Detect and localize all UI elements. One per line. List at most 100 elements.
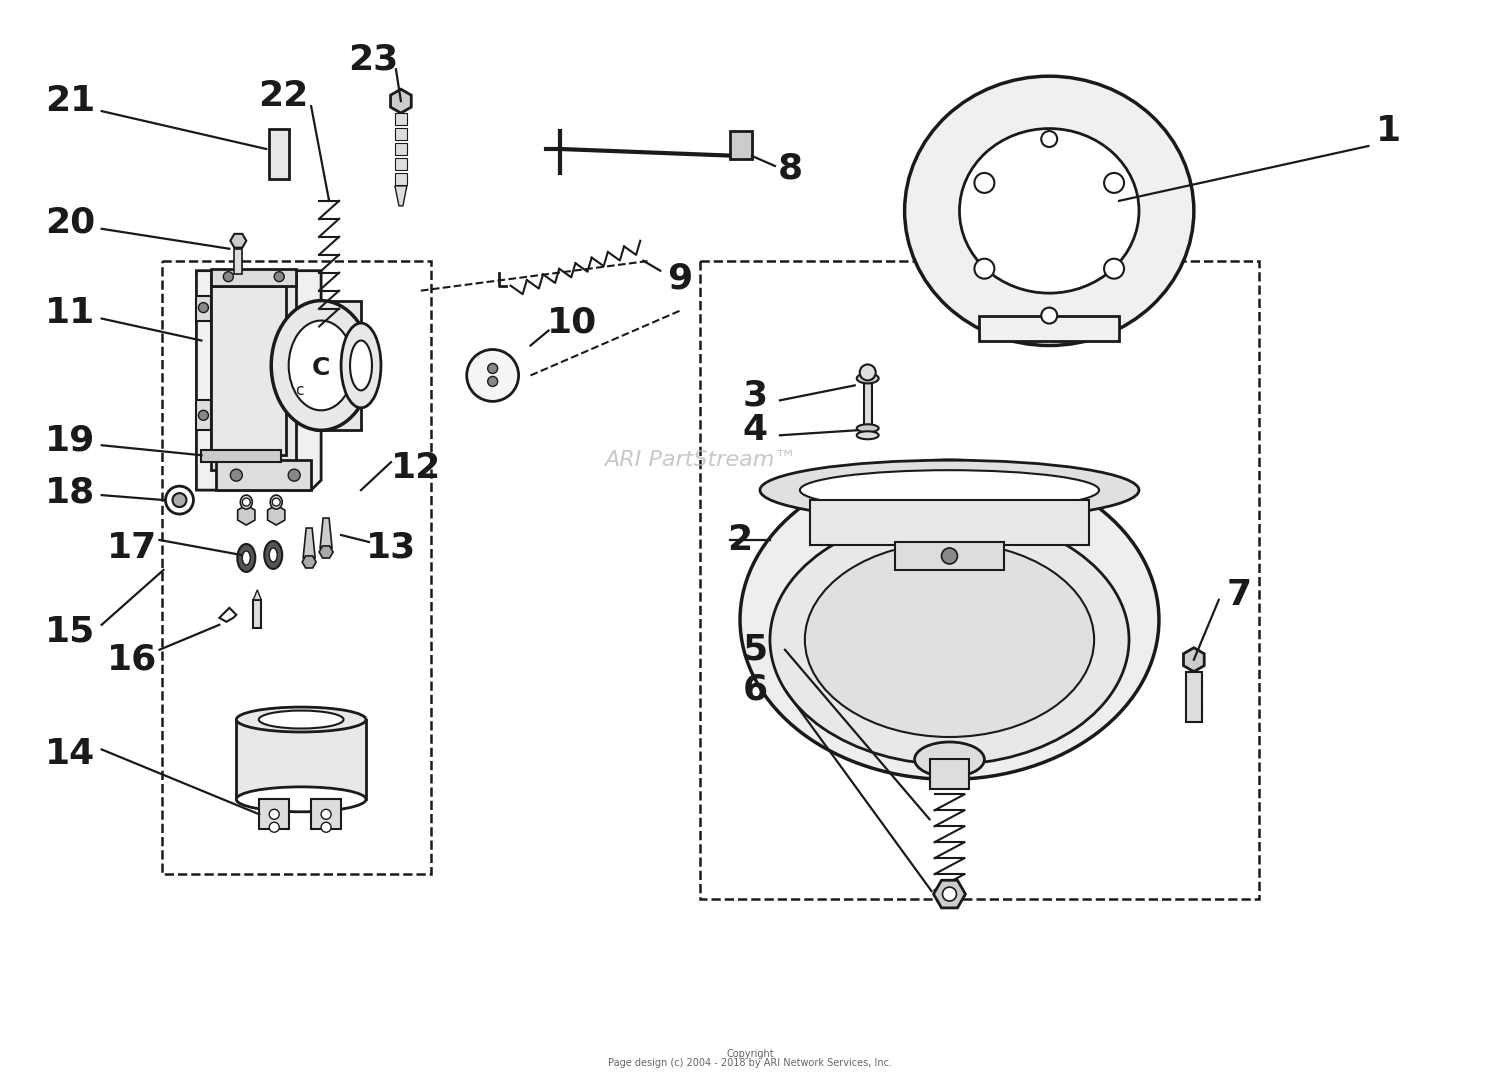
Circle shape	[231, 469, 243, 481]
Bar	[237, 720, 366, 800]
Bar	[700, 261, 1258, 899]
Ellipse shape	[740, 461, 1160, 779]
Circle shape	[942, 887, 957, 901]
Text: 10: 10	[548, 305, 597, 340]
Circle shape	[1041, 308, 1058, 324]
Text: C: C	[312, 356, 330, 381]
Ellipse shape	[268, 548, 278, 562]
Circle shape	[198, 410, 208, 421]
Circle shape	[165, 487, 194, 514]
Polygon shape	[394, 186, 406, 206]
Circle shape	[272, 498, 280, 506]
Text: 13: 13	[366, 531, 416, 565]
Bar	[810, 500, 1089, 545]
Bar	[730, 131, 752, 159]
Bar	[1186, 671, 1202, 722]
Polygon shape	[267, 505, 285, 525]
Ellipse shape	[350, 341, 372, 391]
Ellipse shape	[270, 495, 282, 509]
Bar	[316, 301, 362, 431]
Ellipse shape	[237, 787, 366, 811]
Text: 8: 8	[777, 152, 802, 186]
Ellipse shape	[272, 301, 370, 431]
Ellipse shape	[237, 707, 366, 732]
Polygon shape	[219, 607, 237, 622]
Bar	[394, 158, 406, 170]
Text: Page design (c) 2004 - 2018 by ARI Network Services, Inc.: Page design (c) 2004 - 2018 by ARI Netwo…	[608, 1058, 892, 1068]
Polygon shape	[231, 234, 246, 248]
Text: 15: 15	[45, 615, 94, 648]
Polygon shape	[254, 590, 261, 600]
Circle shape	[488, 364, 498, 373]
Polygon shape	[980, 315, 1119, 341]
Circle shape	[1041, 131, 1058, 147]
Text: c: c	[296, 383, 303, 398]
Ellipse shape	[264, 541, 282, 569]
Text: 9: 9	[668, 262, 693, 296]
Polygon shape	[933, 880, 966, 907]
Ellipse shape	[856, 373, 879, 383]
Circle shape	[1104, 259, 1124, 278]
Circle shape	[321, 822, 332, 832]
Text: 16: 16	[106, 643, 156, 677]
Polygon shape	[320, 546, 333, 558]
Ellipse shape	[288, 320, 354, 410]
Text: 1: 1	[1376, 114, 1401, 148]
Circle shape	[198, 302, 208, 313]
Ellipse shape	[243, 551, 250, 565]
Bar	[394, 128, 406, 140]
Ellipse shape	[904, 77, 1194, 345]
Polygon shape	[303, 528, 315, 558]
Bar	[394, 173, 406, 185]
Circle shape	[321, 809, 332, 819]
Polygon shape	[237, 505, 255, 525]
Ellipse shape	[960, 128, 1138, 293]
Circle shape	[268, 809, 279, 819]
Bar	[310, 800, 340, 830]
Ellipse shape	[800, 470, 1100, 510]
Text: 4: 4	[742, 413, 768, 448]
Circle shape	[268, 822, 279, 832]
Bar	[211, 286, 286, 455]
Bar	[234, 249, 243, 274]
Text: 14: 14	[45, 737, 94, 771]
Polygon shape	[211, 269, 296, 286]
Circle shape	[288, 469, 300, 481]
Circle shape	[224, 272, 234, 282]
Bar	[162, 261, 430, 874]
Circle shape	[243, 498, 250, 506]
Circle shape	[859, 365, 876, 381]
Ellipse shape	[260, 711, 344, 728]
Ellipse shape	[237, 544, 255, 572]
Polygon shape	[302, 556, 316, 568]
Text: 21: 21	[45, 84, 94, 118]
Polygon shape	[390, 90, 411, 113]
Text: 23: 23	[348, 42, 398, 77]
Text: 18: 18	[45, 475, 94, 509]
Text: 2: 2	[728, 523, 753, 557]
Ellipse shape	[240, 495, 252, 509]
Text: 6: 6	[742, 672, 768, 707]
Text: 3: 3	[742, 379, 768, 412]
Circle shape	[975, 173, 994, 193]
Ellipse shape	[856, 432, 879, 439]
Polygon shape	[320, 518, 332, 548]
Text: 12: 12	[390, 451, 441, 486]
Text: 22: 22	[258, 79, 309, 113]
Ellipse shape	[760, 461, 1138, 520]
Text: 11: 11	[45, 296, 94, 329]
Circle shape	[1104, 173, 1124, 193]
Text: 20: 20	[45, 206, 94, 240]
Circle shape	[942, 548, 957, 564]
Text: c: c	[356, 359, 366, 378]
Polygon shape	[196, 271, 321, 490]
Bar	[394, 144, 406, 155]
Ellipse shape	[340, 323, 381, 408]
Bar	[394, 113, 406, 125]
Polygon shape	[196, 296, 211, 320]
Polygon shape	[196, 400, 211, 431]
Text: 7: 7	[1226, 578, 1251, 612]
Ellipse shape	[915, 742, 984, 777]
Ellipse shape	[806, 543, 1094, 737]
Text: 5: 5	[742, 632, 768, 667]
